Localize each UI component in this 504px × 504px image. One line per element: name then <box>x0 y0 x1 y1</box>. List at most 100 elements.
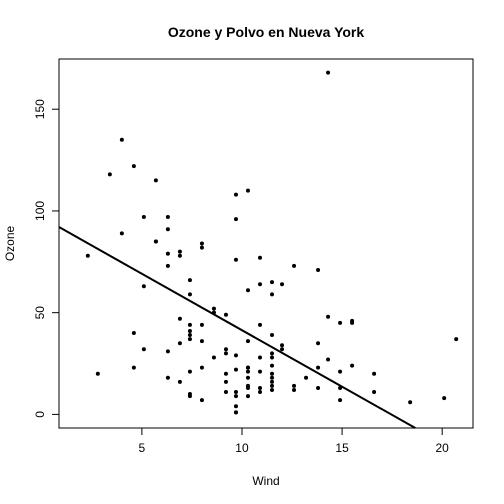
data-point <box>234 193 238 197</box>
data-point <box>178 250 182 254</box>
data-point <box>234 404 238 408</box>
data-point <box>188 329 192 333</box>
data-point <box>200 246 204 250</box>
data-point <box>258 323 262 327</box>
data-point <box>212 307 216 311</box>
data-point <box>270 372 274 376</box>
data-point <box>188 394 192 398</box>
data-point <box>234 353 238 357</box>
data-point <box>280 282 284 286</box>
data-point <box>316 341 320 345</box>
x-tick-label: 15 <box>335 441 349 455</box>
data-point <box>142 347 146 351</box>
data-point <box>178 317 182 321</box>
data-point <box>280 347 284 351</box>
data-point <box>188 370 192 374</box>
data-point <box>246 366 250 370</box>
y-tick-label: 0 <box>33 411 47 418</box>
data-point <box>224 347 228 351</box>
data-point <box>234 368 238 372</box>
data-point <box>224 372 228 376</box>
data-point <box>304 376 308 380</box>
data-point <box>454 337 458 341</box>
data-point <box>132 366 136 370</box>
data-point <box>234 258 238 262</box>
x-tick-label: 10 <box>235 441 249 455</box>
data-point <box>166 376 170 380</box>
y-tick-label: 150 <box>33 99 47 119</box>
x-axis-label: Wind <box>252 474 279 488</box>
data-point <box>292 388 296 392</box>
y-tick-label: 100 <box>33 201 47 221</box>
data-point <box>234 390 238 394</box>
x-axis: 5 10 15 20 <box>139 428 450 455</box>
data-point <box>270 364 274 368</box>
data-point <box>246 339 250 343</box>
data-point <box>166 264 170 268</box>
data-point <box>166 252 170 256</box>
data-point <box>246 384 250 388</box>
data-point <box>246 189 250 193</box>
data-point <box>270 292 274 296</box>
data-point <box>372 372 376 376</box>
data-point <box>154 178 158 182</box>
data-point <box>188 292 192 296</box>
x-tick-label: 5 <box>139 441 146 455</box>
data-point <box>258 390 262 394</box>
data-point <box>292 264 296 268</box>
data-point <box>108 172 112 176</box>
data-point <box>86 254 90 258</box>
data-point <box>258 370 262 374</box>
data-point <box>200 398 204 402</box>
data-point <box>132 164 136 168</box>
data-point <box>258 282 262 286</box>
data-point <box>246 370 250 374</box>
data-point <box>200 366 204 370</box>
data-point <box>316 366 320 370</box>
data-point <box>326 315 330 319</box>
data-point <box>224 351 228 355</box>
data-point <box>200 339 204 343</box>
regression-line-group <box>59 227 415 428</box>
x-tick-label: 20 <box>435 441 449 455</box>
data-point <box>132 331 136 335</box>
data-point <box>258 386 262 390</box>
data-point <box>212 355 216 359</box>
data-point <box>350 319 354 323</box>
data-point <box>200 242 204 246</box>
data-point <box>246 288 250 292</box>
data-point <box>338 398 342 402</box>
y-axis: 0 50 100 150 <box>33 99 59 418</box>
data-point <box>270 355 274 359</box>
data-point <box>188 278 192 282</box>
data-point <box>372 390 376 394</box>
data-point <box>142 215 146 219</box>
data-point <box>142 284 146 288</box>
data-point <box>234 394 238 398</box>
y-axis-label: Ozone <box>3 225 17 261</box>
regression-line <box>59 227 415 428</box>
data-point <box>326 357 330 361</box>
data-point <box>178 341 182 345</box>
data-point <box>166 227 170 231</box>
chart-title: Ozone y Polvo en Nueva York <box>168 24 365 40</box>
y-tick-label: 50 <box>33 306 47 320</box>
data-point <box>280 343 284 347</box>
data-point <box>188 337 192 341</box>
data-point <box>224 380 228 384</box>
data-point <box>178 380 182 384</box>
data-point <box>316 386 320 390</box>
data-point <box>270 380 274 384</box>
data-point <box>224 313 228 317</box>
data-point <box>350 364 354 368</box>
data-point <box>96 372 100 376</box>
data-point <box>292 384 296 388</box>
data-point <box>270 376 274 380</box>
data-point <box>234 410 238 414</box>
data-point <box>270 388 274 392</box>
data-point <box>120 138 124 142</box>
data-point <box>326 71 330 75</box>
data-point <box>442 396 446 400</box>
data-point <box>200 323 204 327</box>
